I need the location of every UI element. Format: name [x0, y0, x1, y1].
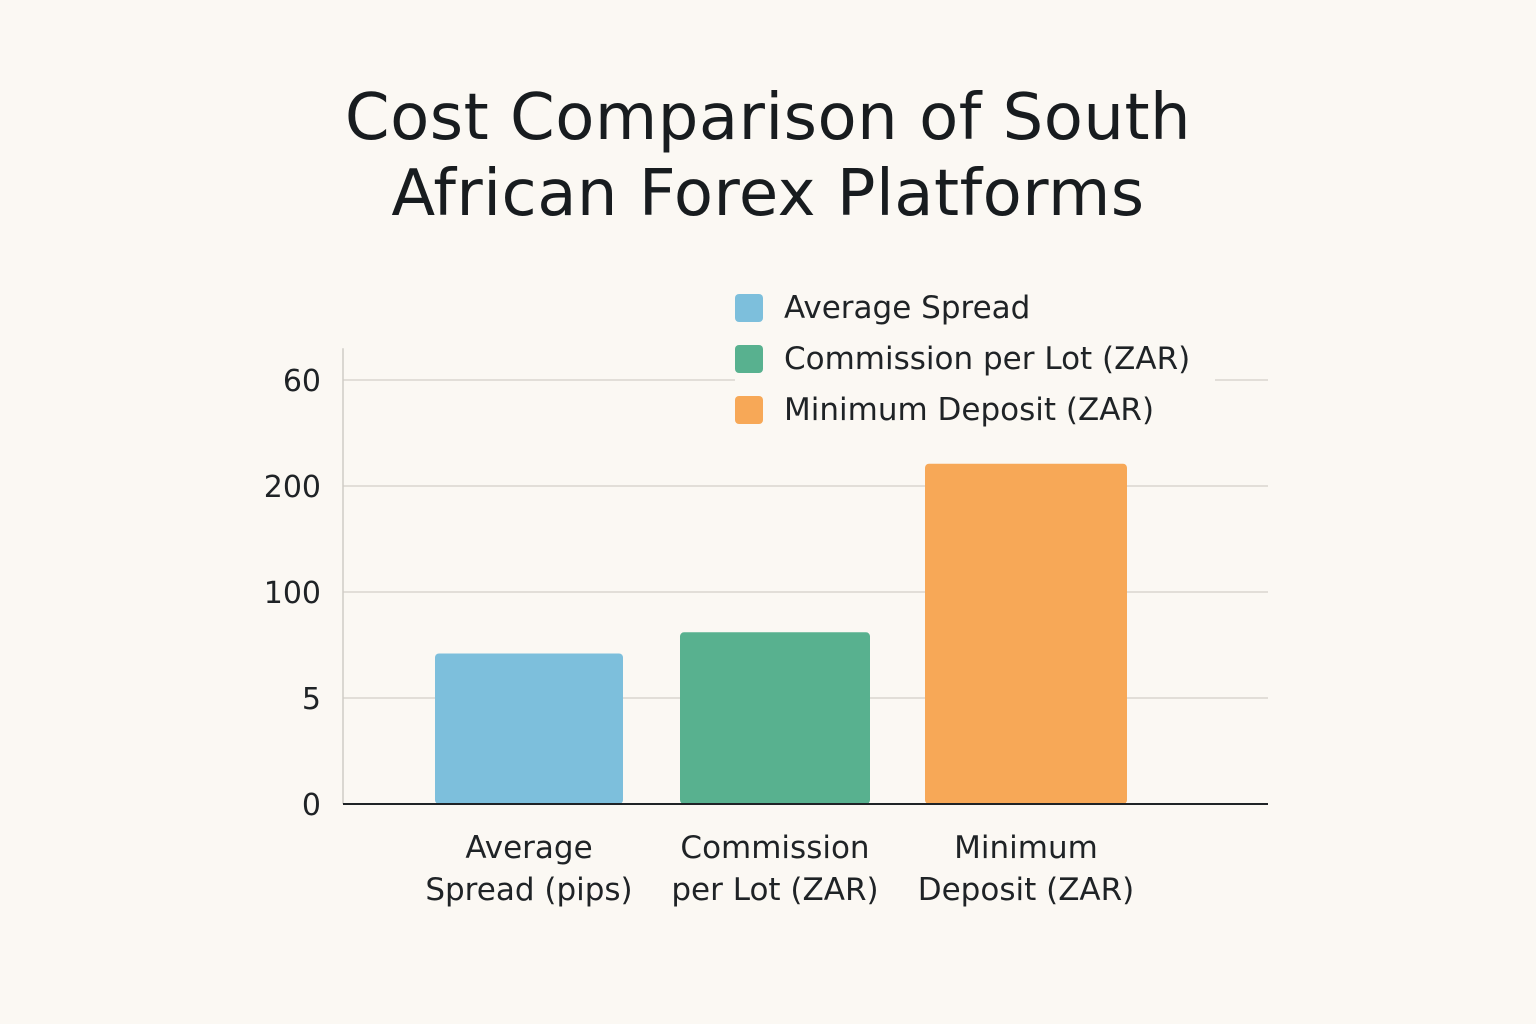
chart-legend: Average Spread Commission per Lot (ZAR) … [735, 280, 1215, 439]
chart-title-line-1: Cost Comparison of South [344, 81, 1192, 155]
bar-1 [435, 653, 623, 804]
x-category-label-3-line-1: Minimum [954, 830, 1098, 866]
y-tick-label-2: 100 [264, 576, 321, 611]
x-category-label-1-line-2: Spread (pips) [425, 872, 632, 908]
legend-swatch-commission [735, 344, 763, 373]
bar-2 [680, 632, 870, 804]
y-tick-label-0: 0 [302, 788, 321, 823]
x-category-label-2-line-1: Commission [680, 830, 869, 866]
x-category-label-2-line-2: per Lot (ZAR) [671, 872, 878, 908]
legend-swatch-average-spread [735, 293, 763, 322]
legend-swatch-minimum-deposit [735, 395, 763, 424]
legend-label-minimum-deposit: Minimum Deposit (ZAR) [784, 391, 1155, 428]
legend-item-commission: Commission per Lot (ZAR) [735, 333, 1215, 384]
y-tick-label-4: 60 [283, 364, 321, 399]
legend-item-average-spread: Average Spread [735, 282, 1215, 333]
chart-title-line-2: African Forex Platforms [391, 157, 1145, 231]
y-tick-label-1: 5 [302, 682, 321, 717]
y-tick-label-3: 200 [264, 470, 321, 505]
x-category-label-1-line-1: Average [465, 830, 592, 866]
chart-title: Cost Comparison of South African Forex P… [0, 80, 1536, 232]
x-category-label-3-line-2: Deposit (ZAR) [918, 872, 1135, 908]
legend-label-commission: Commission per Lot (ZAR) [784, 340, 1191, 377]
bar-3 [925, 463, 1127, 804]
legend-label-average-spread: Average Spread [784, 289, 1031, 326]
legend-item-minimum-deposit: Minimum Deposit (ZAR) [735, 384, 1215, 435]
